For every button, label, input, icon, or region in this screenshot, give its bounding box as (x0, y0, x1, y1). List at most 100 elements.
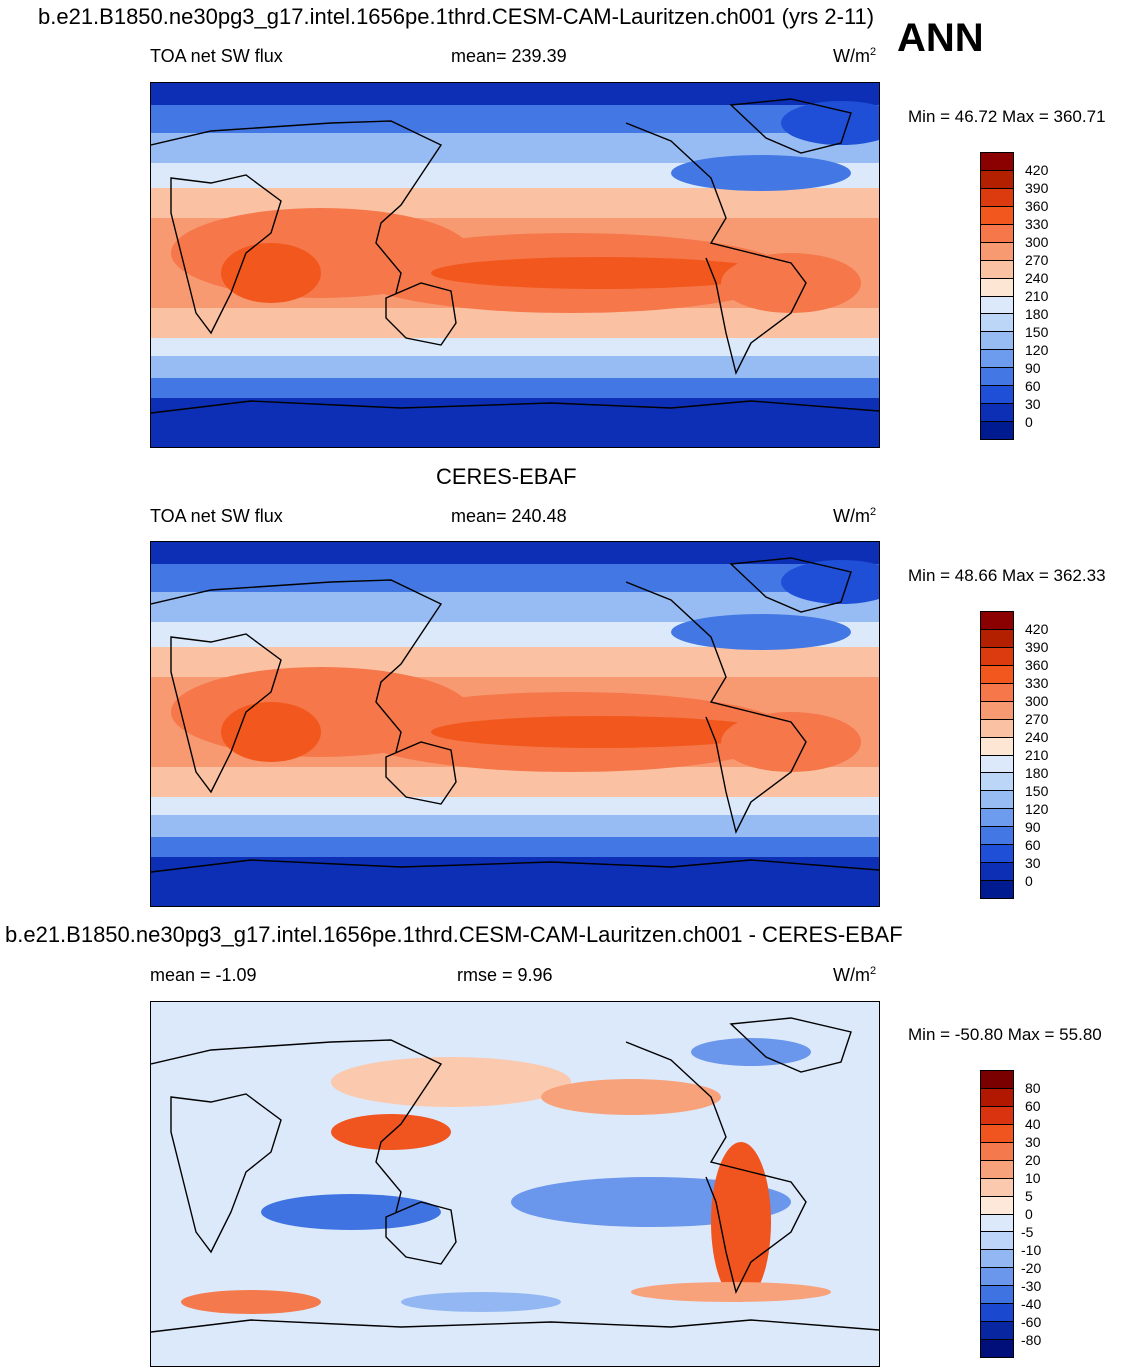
panel2-units-label: W/m2 (833, 506, 877, 526)
panel3-map (150, 1001, 880, 1367)
colorbar-tick-label: 270 (1025, 252, 1049, 268)
colorbar-box (981, 845, 1013, 864)
colorbar-box (981, 665, 1013, 684)
colorbar-tick-label: 210 (1025, 288, 1049, 304)
colorbar-box (981, 1178, 1013, 1197)
colorbar-box (981, 1250, 1013, 1269)
colorbar-box (981, 206, 1013, 225)
colorbar-box (981, 188, 1013, 207)
panel1-mean-label: mean= 239.39 (451, 46, 567, 66)
colorbar-tick-label: 120 (1025, 342, 1049, 358)
colorbar-tick-label: 390 (1025, 180, 1049, 196)
panel2-mean-label: mean= 240.48 (451, 506, 567, 526)
colorbar-tick-label: -40 (1021, 1296, 1042, 1312)
colorbar-box (981, 1232, 1013, 1251)
colorbar-box (981, 278, 1013, 297)
colorbar-box (981, 629, 1013, 648)
colorbar-box (981, 647, 1013, 666)
colorbar-tick-label: 120 (1025, 801, 1049, 817)
season-label: ANN (897, 16, 984, 60)
colorbar-box (981, 224, 1013, 243)
panel3-title: b.e21.B1850.ne30pg3_g17.intel.1656pe.1th… (5, 922, 903, 947)
colorbar-tick-label: 420 (1025, 162, 1049, 178)
colorbar-box (981, 683, 1013, 702)
panel2-colorbar-ticks: 420 390 360 330 300 270 240 210 180 150 120 90 60 30 0 (1025, 611, 1085, 899)
panel1-colorbar-ticks: 420 390 360 330 300 270 240 210 180 150 120 90 60 30 0 (1025, 152, 1085, 440)
colorbar-tick-label: 60 (1025, 1098, 1041, 1114)
colorbar-box (981, 827, 1013, 846)
colorbar-tick-label: 30 (1025, 1134, 1041, 1150)
panel2-map-field (151, 542, 879, 906)
colorbar-box (981, 350, 1013, 369)
colorbar-tick-label: 0 (1025, 1206, 1033, 1222)
colorbar-tick-label: 80 (1025, 1080, 1041, 1096)
colorbar-tick-label: 420 (1025, 621, 1049, 637)
colorbar-box (981, 1071, 1013, 1089)
panel2-title: CERES-EBAF (436, 464, 577, 489)
colorbar-tick-label: 240 (1025, 270, 1049, 286)
panel2-map (150, 541, 880, 907)
colorbar-tick-label: 30 (1025, 396, 1041, 412)
colorbar-tick-label: 180 (1025, 765, 1049, 781)
colorbar-box (981, 737, 1013, 756)
colorbar-box (981, 1322, 1013, 1341)
colorbar-tick-label: 5 (1025, 1188, 1033, 1204)
colorbar-box (981, 791, 1013, 810)
colorbar-tick-label: -20 (1021, 1260, 1042, 1276)
colorbar-tick-label: 30 (1025, 855, 1041, 871)
colorbar-tick-label: 180 (1025, 306, 1049, 322)
colorbar-box (981, 881, 1013, 898)
colorbar-tick-label: -80 (1021, 1332, 1042, 1348)
colorbar-box (981, 1142, 1013, 1161)
colorbar-box (981, 755, 1013, 774)
colorbar-box (981, 260, 1013, 279)
panel1-colorbar (980, 152, 1014, 440)
colorbar-box (981, 1160, 1013, 1179)
colorbar-tick-label: -30 (1021, 1278, 1042, 1294)
colorbar-box (981, 1340, 1013, 1357)
colorbar-tick-label: 300 (1025, 234, 1049, 250)
panel2-colorbar (980, 611, 1014, 899)
panel2-minmax: Min = 48.66 Max = 362.33 (908, 566, 1106, 585)
colorbar-box (981, 1214, 1013, 1233)
panel1-units-label: W/m2 (833, 46, 877, 66)
colorbar-tick-label: 0 (1025, 873, 1033, 889)
colorbar-box (981, 153, 1013, 171)
case-title: b.e21.B1850.ne30pg3_g17.intel.1656pe.1th… (38, 4, 875, 29)
colorbar-tick-label: 240 (1025, 729, 1049, 745)
colorbar-tick-label: 150 (1025, 783, 1049, 799)
colorbar-box (981, 170, 1013, 189)
panel3-colorbar (980, 1070, 1014, 1358)
panel1-map-field (151, 83, 879, 447)
colorbar-tick-label: 330 (1025, 675, 1049, 691)
colorbar-tick-label: 300 (1025, 693, 1049, 709)
colorbar-box (981, 1286, 1013, 1305)
colorbar-tick-label: 390 (1025, 639, 1049, 655)
colorbar-tick-label: 210 (1025, 747, 1049, 763)
colorbar-box (981, 386, 1013, 405)
colorbar-tick-label: 270 (1025, 711, 1049, 727)
colorbar-tick-label: 60 (1025, 837, 1041, 853)
colorbar-box (981, 701, 1013, 720)
colorbar-box (981, 863, 1013, 882)
colorbar-tick-label: -5 (1021, 1224, 1034, 1240)
colorbar-tick-label: 0 (1025, 414, 1033, 430)
colorbar-tick-label: 90 (1025, 819, 1041, 835)
panel3-map-field (151, 1002, 879, 1366)
colorbar-box (981, 314, 1013, 333)
colorbar-tick-label: 60 (1025, 378, 1041, 394)
panel3-minmax: Min = -50.80 Max = 55.80 (908, 1025, 1102, 1044)
panel3-mean-label: mean = -1.09 (150, 965, 257, 985)
panel1-map (150, 82, 880, 448)
colorbar-box (981, 1124, 1013, 1143)
panel1-minmax: Min = 46.72 Max = 360.71 (908, 107, 1106, 126)
colorbar-tick-label: -60 (1021, 1314, 1042, 1330)
panel2-variable-label: TOA net SW flux (150, 506, 283, 526)
colorbar-tick-label: 40 (1025, 1116, 1041, 1132)
colorbar-tick-label: 150 (1025, 324, 1049, 340)
panel3-colorbar-ticks: 80 60 40 30 20 10 5 0 -5 -10 -20 -30 -40 -60 -80 (1021, 1070, 1085, 1358)
colorbar-tick-label: 90 (1025, 360, 1041, 376)
panel3-rmse-label: rmse = 9.96 (457, 965, 553, 985)
colorbar-box (981, 1088, 1013, 1107)
colorbar-box (981, 1268, 1013, 1287)
